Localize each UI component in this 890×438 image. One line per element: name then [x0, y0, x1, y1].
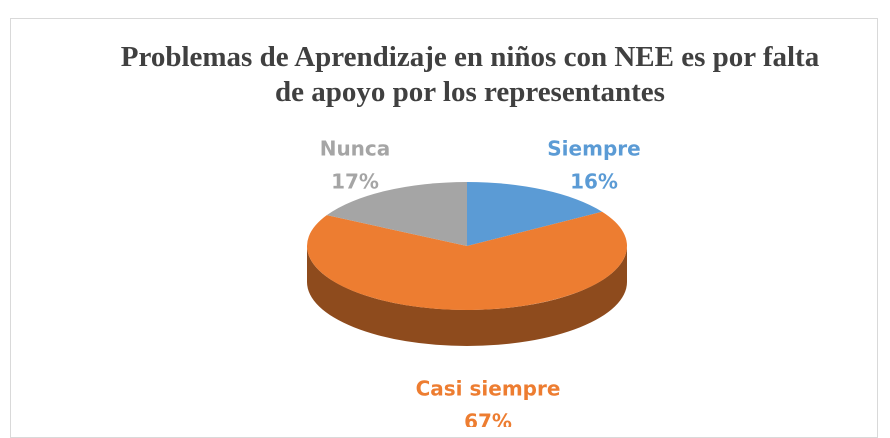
chart: Siempre 16% Casi siempre 67% Nunca 17% [307, 137, 641, 428]
slice-value-label: 16% [570, 170, 618, 194]
slice [467, 182, 603, 246]
slice-value-label: 17% [331, 170, 379, 194]
slice-label: Siempre [547, 137, 640, 161]
slice-value-label: 67% [464, 410, 512, 428]
slice-label: Casi siempre [416, 377, 561, 401]
slice [326, 182, 467, 246]
page: Problemas de Aprendizaje en niños con NE… [10, 18, 878, 438]
slice-label: Nunca [320, 137, 391, 161]
slice [307, 211, 628, 310]
slice-side [307, 246, 627, 346]
chart-title: Problemas de Aprendizaje en niños con NE… [120, 41, 820, 108]
